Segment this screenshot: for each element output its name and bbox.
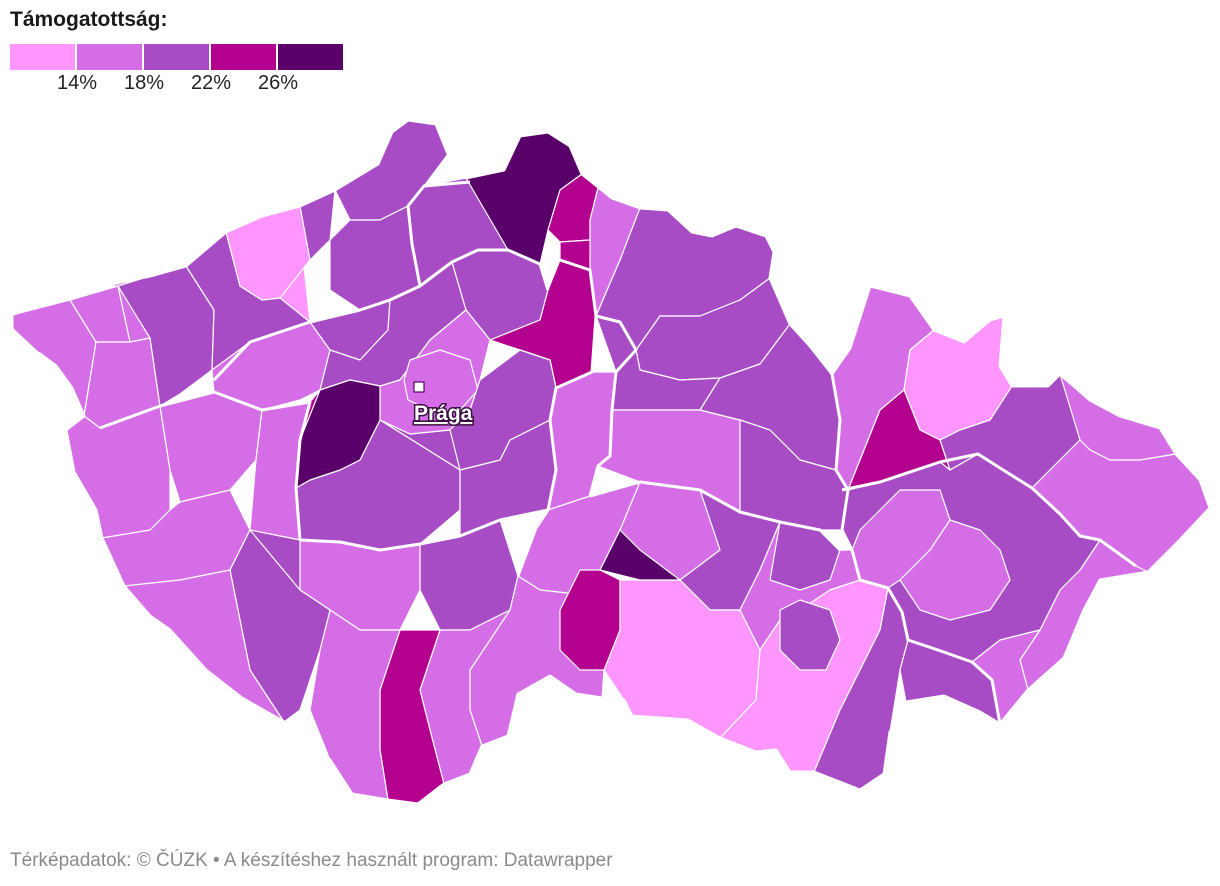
choropleth-map: Prága bbox=[0, 110, 1220, 820]
legend-swatch-1 bbox=[10, 44, 75, 70]
legend: Támogatottság: 14% 18% 22% 26% bbox=[10, 8, 350, 100]
map-footer: Térképadatok: © ČÚZK • A készítéshez has… bbox=[10, 850, 613, 871]
city-label-prague[interactable]: Prága bbox=[413, 401, 475, 427]
region-borders bbox=[10, 118, 1212, 806]
district-region[interactable] bbox=[779, 599, 841, 671]
legend-tick-22: 22% bbox=[190, 72, 232, 94]
legend-color-scale bbox=[10, 44, 350, 70]
district-region[interactable] bbox=[599, 529, 681, 581]
district-region[interactable] bbox=[813, 587, 909, 791]
map-canvas: Prága bbox=[10, 118, 1212, 806]
legend-swatch-2 bbox=[77, 44, 142, 70]
legend-swatch-5 bbox=[278, 44, 343, 70]
legend-ticks: 14% 18% 22% 26% bbox=[10, 70, 350, 100]
legend-swatch-4 bbox=[211, 44, 276, 70]
city-marker-icon bbox=[413, 381, 425, 393]
district-region[interactable] bbox=[159, 391, 263, 503]
legend-swatch-3 bbox=[144, 44, 209, 70]
district-region[interactable] bbox=[403, 349, 479, 411]
legend-tick-14: 14% bbox=[56, 72, 98, 94]
district-region[interactable] bbox=[295, 379, 381, 489]
district-region[interactable] bbox=[547, 371, 617, 511]
legend-title: Támogatottság: bbox=[10, 8, 168, 31]
district-region[interactable] bbox=[899, 519, 1011, 621]
district-region[interactable] bbox=[449, 349, 557, 471]
districts-layer bbox=[12, 120, 1210, 804]
legend-tick-18: 18% bbox=[123, 72, 165, 94]
district-region[interactable] bbox=[65, 405, 171, 539]
district-region[interactable] bbox=[559, 569, 621, 671]
district-region[interactable] bbox=[769, 521, 841, 591]
district-region[interactable] bbox=[225, 205, 311, 301]
legend-tick-26: 26% bbox=[257, 72, 299, 94]
city-layer: Prága bbox=[413, 381, 475, 427]
